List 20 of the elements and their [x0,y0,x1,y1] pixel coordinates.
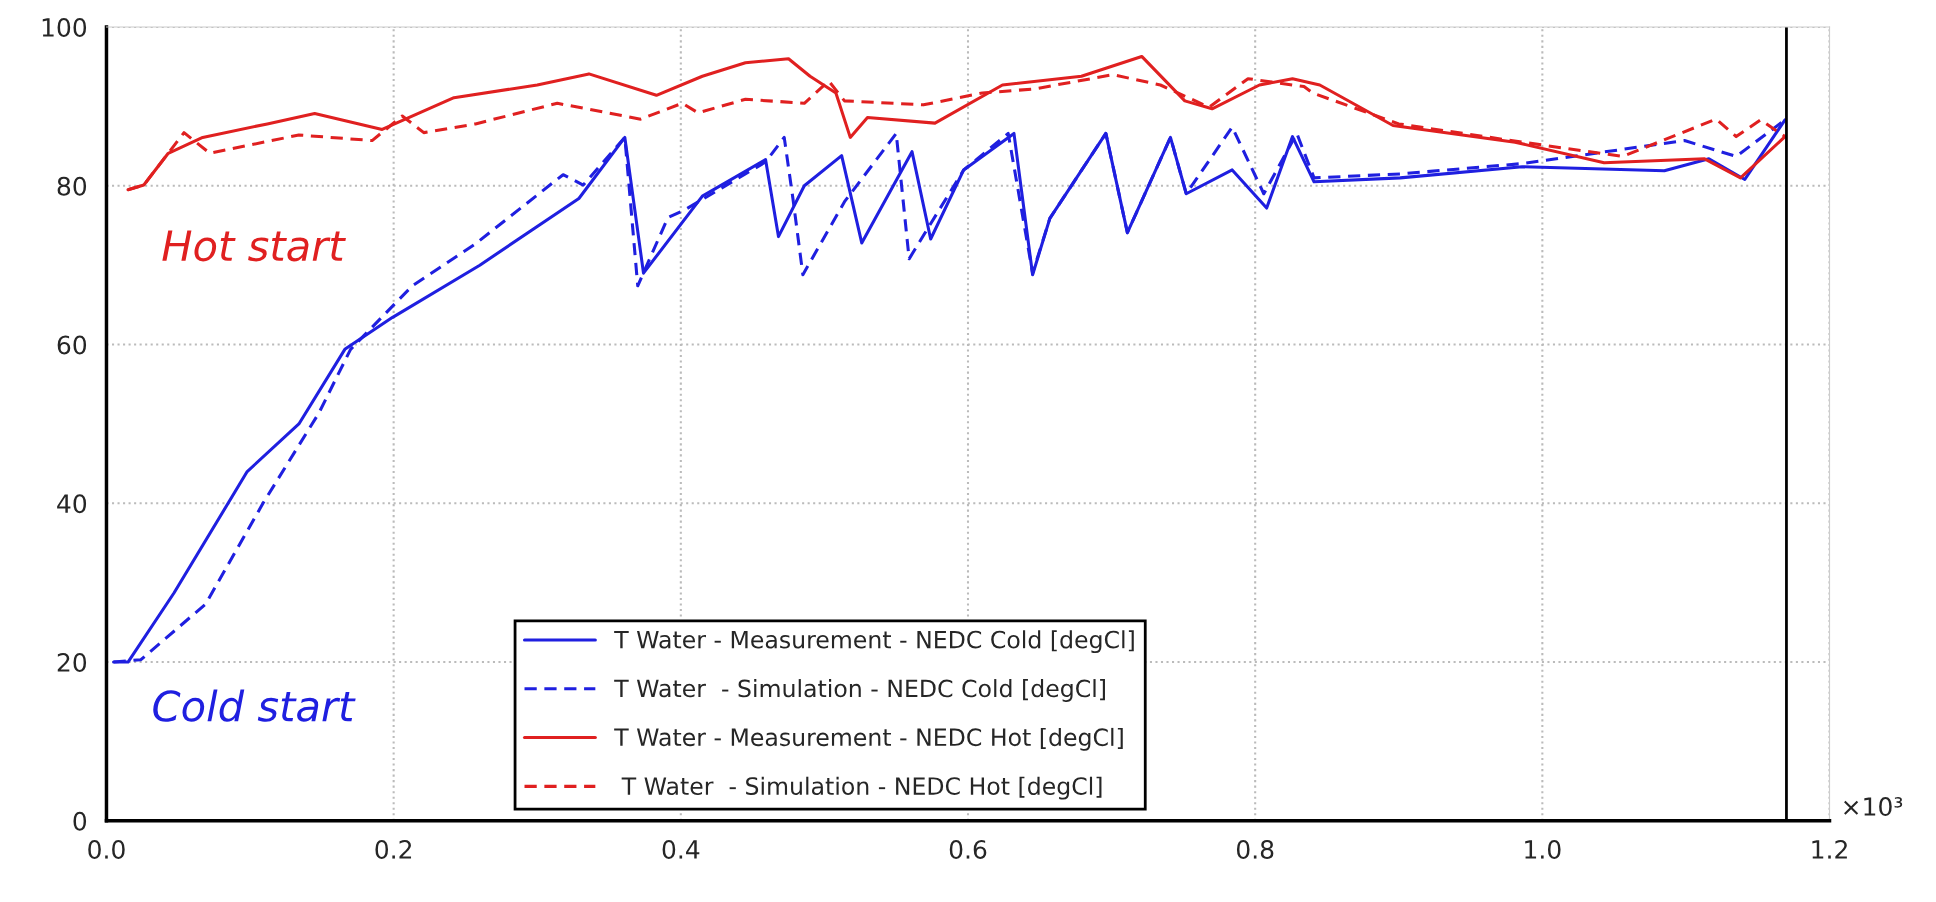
y-tick-label: 60 [57,335,87,355]
x-tick-label: 1.2 [1812,840,1847,859]
annotation: Cold start [153,689,356,722]
legend-label: T Water - Simulation - NEDC Hot [degCl] [621,776,1102,800]
x-axis-title: ×10³ [1844,797,1903,816]
legend-label: T Water - Simulation - NEDC Cold [degCl] [614,679,1105,702]
y-tick-label: 20 [57,653,87,672]
annotation: Hot start [162,230,346,262]
x-tick-label: 0.0 [88,840,125,859]
legend-label: T Water - Measurement - NEDC Cold [degCl] [614,630,1134,654]
x-tick-label: 0.2 [375,840,412,859]
x-tick-label: 0.6 [949,840,987,859]
y-tick-label: 100 [42,18,87,37]
y-tick-label: 0 [73,811,87,831]
x-tick-label: 0.8 [1236,840,1274,859]
x-tick-label: 0.4 [662,840,700,859]
y-tick-label: 40 [57,494,87,514]
x-tick-label: 1.0 [1525,840,1561,859]
legend-label: T Water - Measurement - NEDC Hot [degCl] [614,727,1123,751]
y-tick-label: 80 [57,176,87,196]
